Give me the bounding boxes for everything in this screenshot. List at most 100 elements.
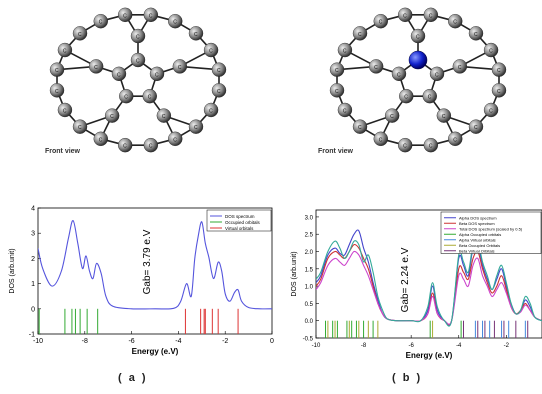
atom-label: C	[374, 65, 378, 71]
y-tick-label: 3.0	[305, 215, 314, 221]
y-tick-label: 0.5	[305, 302, 314, 308]
atom-label: C	[99, 20, 103, 26]
panel-label-b: ( b )	[392, 372, 423, 384]
atom-label: C	[390, 114, 394, 120]
atom-label: C	[55, 68, 59, 74]
atom-label: C	[497, 89, 501, 95]
carbon-atom	[104, 108, 120, 123]
atom-label: C	[149, 144, 153, 150]
atom-label: C	[123, 144, 127, 150]
atom-label: C	[136, 59, 140, 65]
carbon-atom	[397, 7, 413, 23]
y-tick-label: 2.0	[305, 250, 314, 256]
atom-label: C	[403, 144, 407, 150]
legend-entry: Beta Occupied Orbitals	[459, 243, 500, 248]
dos-series-line	[316, 239, 542, 327]
atom-label: C	[63, 108, 67, 114]
carbon-atom	[423, 7, 439, 23]
carbon-atom	[329, 62, 345, 77]
atom-label: C	[155, 72, 159, 78]
legend-entry: Virtual orbitals	[225, 226, 254, 231]
carbon-atom	[452, 59, 468, 74]
carbon-atom	[211, 62, 227, 77]
legend-entry: Total DOS spectrum (scaled by 0.5)	[459, 227, 523, 232]
gap-annotation: Gab= 3.79 e.V	[142, 229, 153, 294]
plot-area	[38, 220, 272, 334]
carbon-atom	[49, 62, 65, 77]
molecule-right-atoms: C C C C C C C C C C C C C C C C C C C C C C C C C C C C C	[329, 7, 507, 153]
carbon-atom	[130, 52, 146, 68]
x-tick-label: -8	[82, 338, 88, 345]
atom-label: C	[458, 65, 462, 71]
dos-series-line	[316, 250, 542, 325]
carbon-atom	[373, 13, 388, 29]
dos-series-line	[38, 220, 272, 310]
carbon-atom	[429, 66, 445, 82]
atom-label: C	[489, 49, 493, 55]
carbon-atom	[211, 83, 227, 98]
carbon-atom	[142, 88, 157, 104]
y-tick-label: 2.5	[305, 233, 314, 239]
carbon-atom	[491, 83, 507, 98]
x-tick-label: -2	[222, 338, 228, 345]
plot-area	[316, 229, 542, 338]
atom-label: C	[442, 114, 446, 120]
atom-label: C	[124, 95, 128, 101]
x-tick-label: -8	[361, 343, 367, 349]
legend-entry: Alpha Occupied orbitals	[459, 232, 501, 237]
carbon-atom	[130, 28, 146, 44]
atom-label: C	[136, 35, 140, 41]
atom-label: C	[162, 114, 166, 120]
x-axis-label: Energy (e.V)	[406, 351, 453, 360]
carbon-atom	[337, 42, 353, 58]
carbon-atom	[483, 42, 499, 58]
carbon-atom	[72, 26, 88, 41]
atom-label: C	[99, 137, 103, 143]
atom-label: C	[335, 89, 339, 95]
atom-label: C	[78, 125, 82, 131]
carbon-atom	[156, 108, 172, 123]
atom-label: C	[435, 72, 439, 78]
carbon-atom	[448, 13, 463, 29]
carbon-atom	[72, 119, 88, 134]
nitrogen-atom	[408, 50, 428, 70]
carbon-atom	[57, 42, 73, 58]
legend-entry: Alpha DOS spectrum	[459, 216, 497, 221]
carbon-atom	[397, 137, 413, 153]
y-tick-label: 1	[31, 281, 35, 288]
y-axis-label: DOS (arb.unit)	[9, 248, 16, 293]
atom-label: C	[178, 65, 182, 71]
y-tick-label: 2	[31, 256, 35, 263]
atom-label: C	[117, 72, 121, 78]
atom-label: C	[55, 89, 59, 95]
carbon-atom	[391, 66, 407, 82]
atom-label: C	[217, 89, 221, 95]
carbon-atom	[337, 102, 353, 118]
carbon-atom	[111, 66, 127, 82]
atom-label: C	[428, 95, 432, 101]
atom-label: C	[416, 35, 420, 41]
atom-label: C	[335, 68, 339, 74]
legend-entry: Beta Virtual Orbitals	[459, 249, 495, 254]
carbon-atom	[491, 62, 507, 77]
molecule-left: C C C C C C C C C C C C C C C C C C C C C C C C C C C C C C	[49, 7, 227, 153]
carbon-atom	[57, 102, 73, 118]
carbon-atom	[352, 119, 368, 134]
atom-label: C	[489, 108, 493, 114]
carbon-atom	[436, 108, 452, 123]
y-tick-label: 1.0	[305, 285, 314, 291]
right-caption: Front view	[318, 148, 354, 155]
carbon-atom	[384, 108, 400, 123]
atom-label: C	[343, 108, 347, 114]
legend-box	[440, 211, 542, 254]
carbon-atom	[483, 102, 499, 118]
carbon-atom	[88, 59, 104, 74]
carbon-atom	[93, 13, 108, 29]
y-tick-label: 3	[31, 231, 35, 238]
x-tick-label: -6	[408, 343, 414, 349]
atom-label: C	[194, 32, 198, 38]
atom-label: C	[397, 72, 401, 78]
atom-label: C	[217, 68, 221, 74]
carbon-atom	[410, 28, 426, 44]
x-tick-label: 0	[270, 338, 274, 345]
